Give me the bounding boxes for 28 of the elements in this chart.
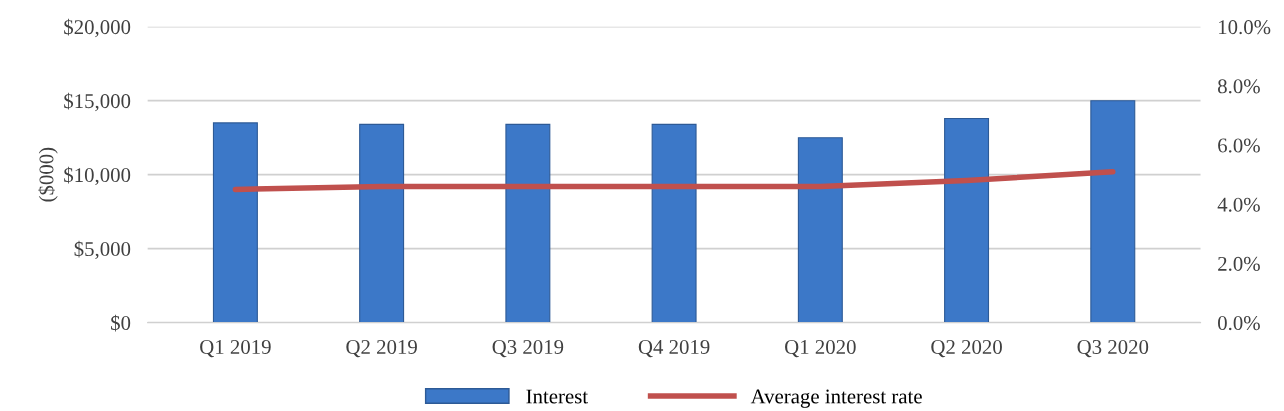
- y-tick-label: $20,000: [64, 18, 131, 38]
- bar: [212, 122, 258, 323]
- x-tick-label: Q1 2019: [200, 339, 271, 358]
- y-tick-label: $10,000: [64, 166, 131, 186]
- y2-tick-label: 8.0%: [1218, 79, 1260, 94]
- x-tick-label: Q3 2019: [492, 339, 564, 358]
- y-tick-label: $15,000: [64, 92, 131, 112]
- y-axis-title: ($000): [38, 147, 58, 202]
- legend-label: Average interest rate: [750, 389, 922, 408]
- bar: [359, 123, 405, 323]
- y2-tick-label: 0.0%: [1218, 316, 1260, 331]
- y2-tick-label: 2.0%: [1218, 256, 1260, 271]
- y-tick-label: $5,000: [74, 240, 131, 260]
- x-tick-label: Q3 2020: [1077, 339, 1149, 358]
- bar: [944, 117, 990, 323]
- legend-label: Interest: [526, 389, 588, 404]
- bar: [797, 137, 843, 323]
- bar: [651, 123, 697, 323]
- x-tick-label: Q2 2019: [346, 339, 417, 358]
- y2-tick-label: 4.0%: [1217, 197, 1260, 212]
- bar: [505, 123, 551, 323]
- x-tick-label: Q2 2020: [931, 339, 1002, 358]
- x-tick-label: Q1 2020: [785, 339, 856, 358]
- x-tick-label: Q4 2019: [638, 339, 710, 358]
- y2-tick-label: 10.0%: [1219, 20, 1271, 35]
- y-tick-label: $0: [111, 314, 131, 332]
- y2-tick-label: 6.0%: [1218, 138, 1260, 153]
- bar: [1090, 100, 1136, 323]
